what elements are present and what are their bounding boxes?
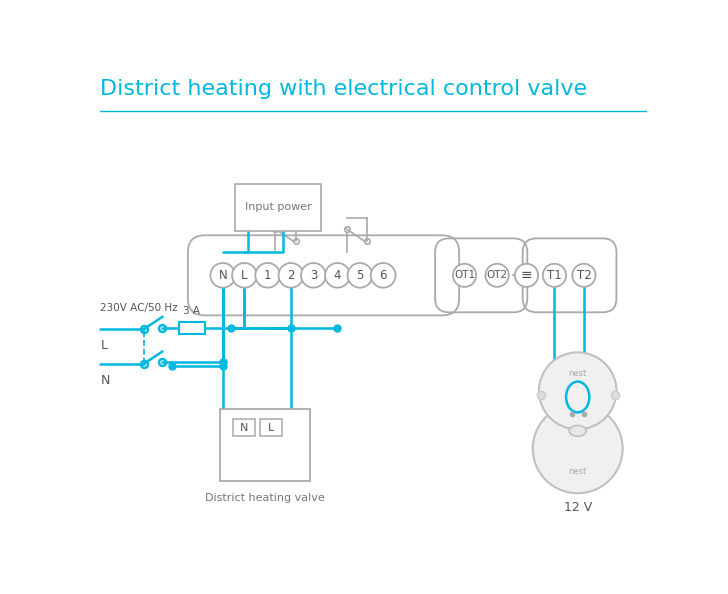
Text: N: N [100, 374, 110, 387]
Text: 230V AC/50 Hz: 230V AC/50 Hz [100, 304, 178, 314]
Circle shape [371, 263, 395, 287]
Text: 2: 2 [288, 269, 295, 282]
Circle shape [543, 264, 566, 287]
Circle shape [279, 263, 304, 287]
Bar [260, 419, 282, 436]
Text: nest: nest [569, 467, 587, 476]
Text: L: L [100, 339, 107, 352]
Text: 4: 4 [333, 269, 341, 282]
Text: L: L [241, 269, 248, 282]
Text: N: N [240, 423, 248, 433]
Text: OT1: OT1 [454, 270, 475, 280]
Bar [233, 419, 255, 436]
Circle shape [256, 263, 280, 287]
Text: T2: T2 [577, 269, 591, 282]
Text: OT2: OT2 [486, 270, 507, 280]
Circle shape [572, 264, 596, 287]
Circle shape [347, 263, 372, 287]
Text: L: L [268, 423, 274, 433]
Circle shape [232, 263, 257, 287]
Circle shape [453, 264, 476, 287]
Bar [178, 321, 205, 334]
Text: 3 A: 3 A [183, 306, 200, 316]
Ellipse shape [569, 425, 586, 436]
Circle shape [486, 264, 509, 287]
Text: N: N [218, 269, 227, 282]
Text: 6: 6 [379, 269, 387, 282]
Text: 1: 1 [264, 269, 272, 282]
Text: Input power: Input power [245, 202, 312, 212]
Circle shape [301, 263, 326, 287]
FancyBboxPatch shape [235, 184, 321, 230]
Text: District heating with electrical control valve: District heating with electrical control… [100, 79, 587, 99]
Circle shape [539, 352, 617, 429]
Text: 5: 5 [356, 269, 363, 282]
Circle shape [533, 404, 622, 493]
FancyBboxPatch shape [220, 409, 309, 481]
Text: District heating valve: District heating valve [205, 493, 325, 503]
Circle shape [515, 264, 538, 287]
Text: 3: 3 [309, 269, 317, 282]
Text: 12 V: 12 V [563, 501, 592, 514]
Circle shape [325, 263, 350, 287]
Text: T1: T1 [547, 269, 562, 282]
Text: ≡: ≡ [521, 268, 532, 282]
Text: nest: nest [569, 369, 587, 378]
Circle shape [210, 263, 235, 287]
